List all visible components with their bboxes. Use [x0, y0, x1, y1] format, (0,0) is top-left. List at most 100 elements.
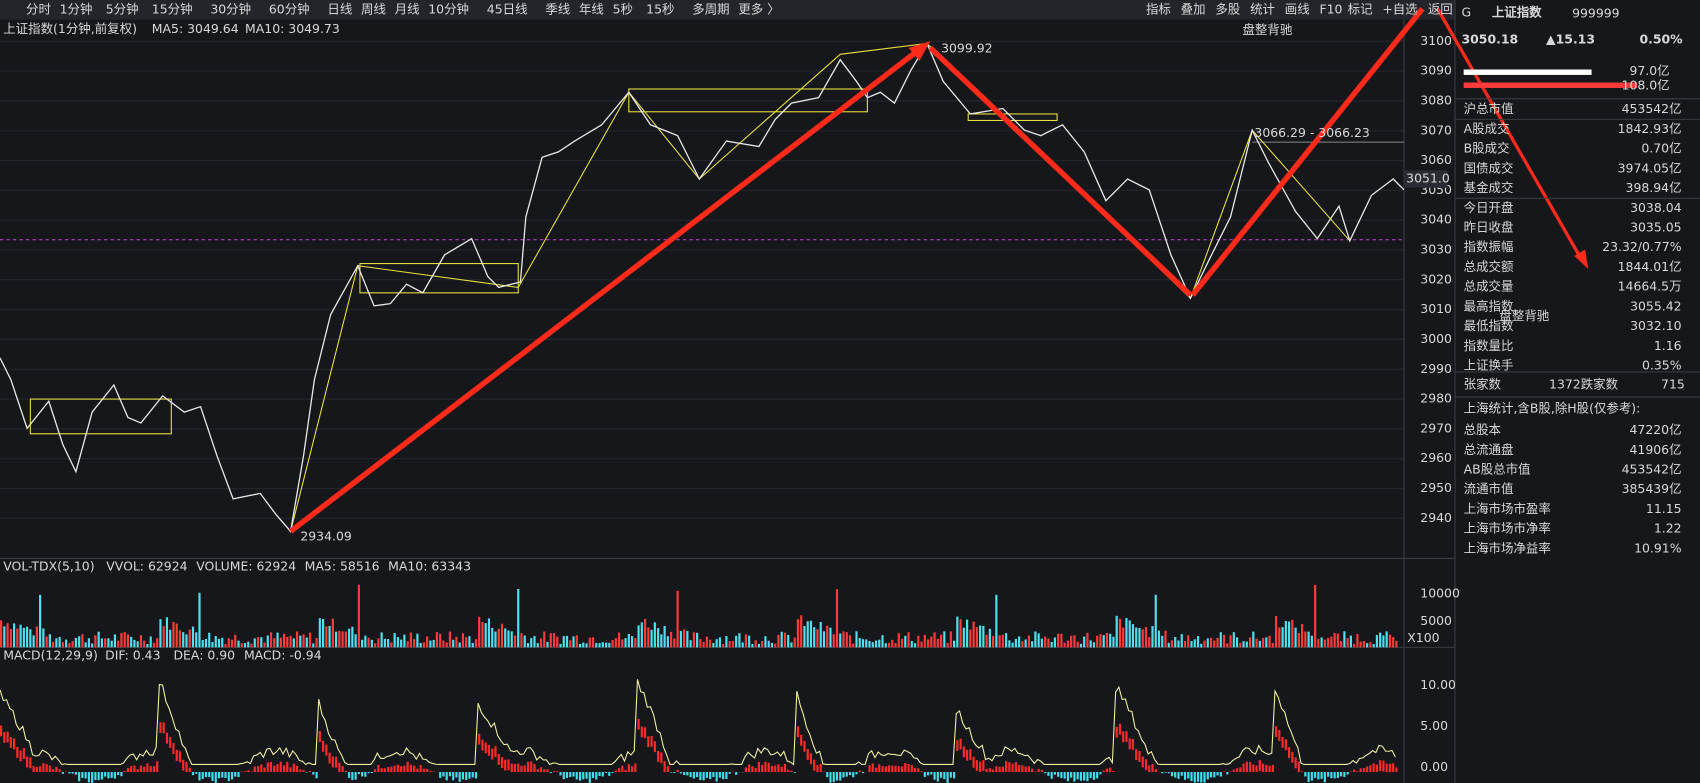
macd-bar	[907, 764, 910, 773]
period-tab[interactable]: 45日线	[487, 1, 528, 16]
row-label: 总股本	[1464, 422, 1501, 437]
period-tab[interactable]: 10分钟	[428, 1, 469, 16]
volume-bar	[94, 635, 97, 648]
period-tab[interactable]: 更多 〉	[738, 1, 779, 16]
volume-bar	[58, 636, 61, 648]
volume-bar	[286, 637, 289, 648]
tool-button[interactable]: 指标	[1146, 1, 1171, 16]
period-tab[interactable]: 15秒	[646, 1, 674, 16]
volume-bar	[1031, 641, 1034, 648]
volume-bar	[1395, 640, 1398, 648]
tool-button[interactable]: 返回	[1428, 1, 1453, 16]
volume-bar	[819, 621, 822, 648]
macd-bar	[491, 748, 494, 760]
period-tab[interactable]: 30分钟	[210, 1, 251, 16]
y-tick-label: 3090	[1420, 63, 1452, 78]
row-value: 385439亿	[1622, 481, 1682, 496]
volume-bar	[429, 640, 432, 648]
period-tab[interactable]: 5秒	[613, 1, 633, 16]
volume-bar	[230, 639, 234, 648]
volume-bar	[1281, 627, 1284, 648]
volume-bar	[474, 639, 478, 648]
tool-button[interactable]: 画线	[1285, 1, 1310, 16]
macd-bar	[182, 759, 185, 771]
tool-button[interactable]: 标记	[1348, 1, 1373, 16]
period-tab[interactable]: 多周期	[692, 1, 729, 16]
row-label: 总成交量	[1464, 279, 1514, 294]
macd-bar	[1271, 765, 1274, 773]
volume-bar	[1151, 626, 1154, 648]
tool-button[interactable]: 统计	[1250, 1, 1275, 16]
volume-bar	[598, 643, 601, 648]
macd-bar	[0, 725, 3, 737]
volume-bar	[1369, 642, 1372, 648]
macd-bar	[146, 763, 149, 773]
macd-bar	[793, 772, 796, 773]
volume-bar	[712, 642, 715, 648]
period-tab[interactable]: 日线	[327, 1, 352, 16]
volume-bar	[260, 637, 263, 648]
period-tab[interactable]: 60分钟	[269, 1, 310, 16]
row-value: 1842.93亿	[1618, 121, 1682, 136]
volume-bar	[1239, 642, 1242, 648]
macd-bar	[923, 772, 926, 777]
period-tab[interactable]: 5分钟	[106, 1, 139, 16]
macd-bar	[595, 772, 598, 780]
macd-bar	[722, 772, 725, 780]
macd-bar	[1255, 765, 1258, 773]
tool-button[interactable]: F10	[1319, 1, 1342, 16]
volume-bar	[247, 641, 250, 648]
macd-bar	[1083, 772, 1086, 781]
flag: G	[1461, 5, 1471, 20]
volume-bar	[169, 629, 172, 648]
macd-bar	[78, 772, 81, 782]
period-tab[interactable]: 季线	[545, 1, 570, 16]
macd-bar	[367, 772, 370, 774]
period-tab[interactable]: 年线	[579, 1, 604, 16]
macd-bar	[1050, 772, 1053, 779]
macd-bar	[217, 772, 221, 779]
macd-bar	[718, 772, 721, 778]
tool-button[interactable]: +自选	[1382, 1, 1418, 16]
tool-button[interactable]: 叠加	[1181, 1, 1206, 16]
row-label: 上证换手	[1464, 358, 1514, 373]
macd-bar	[1164, 772, 1167, 773]
legend: DEA: 0.90	[173, 648, 235, 663]
volume-bar	[1076, 641, 1079, 648]
volume-bar	[1037, 633, 1040, 648]
period-tab[interactable]: 15分钟	[152, 1, 193, 16]
period-tab[interactable]: 分时	[26, 1, 51, 16]
volume-bar	[933, 632, 936, 648]
volume-bar	[211, 641, 214, 648]
volume-bar	[1040, 638, 1043, 648]
volume-bar	[705, 636, 708, 648]
macd-bar	[608, 772, 611, 776]
volume-bar	[1183, 640, 1187, 648]
macd-bar	[1128, 738, 1131, 750]
volume-bar	[1317, 639, 1320, 648]
macd-bar	[318, 731, 321, 743]
macd-bar	[1040, 770, 1043, 773]
volume-bar	[865, 639, 868, 648]
period-tab[interactable]: 周线	[361, 1, 386, 16]
macd-bar	[1115, 726, 1118, 738]
macd-bar	[1011, 763, 1014, 773]
volume-bar	[855, 631, 858, 648]
volume-bar	[1105, 632, 1109, 648]
volume-bar	[396, 637, 399, 648]
macd-bar	[497, 753, 500, 765]
period-tab[interactable]: 1分钟	[60, 1, 93, 16]
macd-bar	[416, 768, 419, 773]
volume-bar	[569, 640, 572, 648]
macd-bar	[149, 766, 152, 773]
macd-bar	[19, 750, 22, 762]
macd-bar	[1047, 772, 1050, 776]
volume-bar	[117, 640, 120, 648]
volume-bar	[1297, 633, 1300, 648]
volume-bar	[634, 638, 637, 648]
macd-bar	[1102, 770, 1105, 773]
tool-button[interactable]: 多股	[1215, 1, 1240, 16]
period-tab[interactable]: 月线	[395, 1, 420, 16]
row-value: 41906亿	[1629, 442, 1681, 457]
macd-bar	[660, 752, 663, 764]
